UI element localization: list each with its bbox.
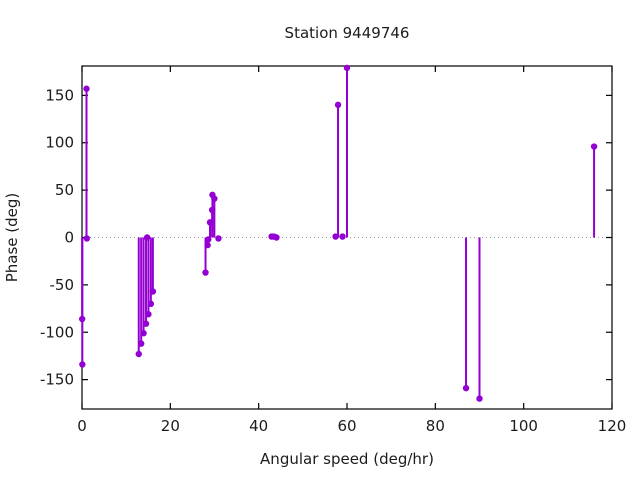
- data-point: [273, 234, 280, 241]
- x-tick-label: 40: [249, 417, 268, 435]
- x-tick-label: 100: [509, 417, 538, 435]
- data-point: [339, 233, 346, 240]
- data-point: [83, 235, 91, 242]
- data-point: [83, 85, 90, 92]
- data-point: [135, 350, 142, 358]
- plot-area: 0 20 40 60 80 100 120 -150 -100 -50 0 50 100 150: [40, 64, 627, 435]
- x-tick-label: 80: [426, 417, 445, 435]
- data-point: [462, 384, 470, 392]
- data-point: [215, 235, 222, 242]
- data-point: [137, 340, 145, 347]
- data-point: [334, 101, 342, 109]
- data-point: [79, 361, 86, 368]
- data-point: [147, 300, 155, 308]
- y-tick-label: -100: [40, 323, 74, 341]
- data-point: [140, 329, 147, 337]
- data-point: [211, 195, 218, 202]
- chart-title: Station 9449746: [285, 24, 410, 42]
- y-tick-label: 50: [55, 181, 74, 199]
- data-point: [145, 311, 152, 318]
- y-axis-label: Phase (deg): [3, 193, 21, 283]
- x-tick-label: 20: [161, 417, 180, 435]
- y-tick-label: 150: [45, 86, 74, 104]
- y-tick-label: 0: [64, 229, 74, 247]
- x-tick-label: 60: [337, 417, 356, 435]
- data-point: [142, 320, 150, 327]
- data-point: [205, 236, 212, 243]
- data-point: [343, 64, 351, 72]
- data-point: [204, 241, 211, 249]
- data-point: [149, 288, 157, 295]
- y-tick-label: -150: [40, 371, 74, 389]
- y-tick-label: -50: [50, 276, 75, 294]
- y-tick-label: 100: [45, 134, 74, 152]
- x-tick-label: 0: [77, 417, 87, 435]
- x-tick-label: 120: [598, 417, 627, 435]
- data-point: [202, 269, 209, 276]
- x-axis-label: Angular speed (deg/hr): [260, 450, 434, 468]
- data-point: [476, 395, 483, 402]
- data-point: [590, 143, 598, 150]
